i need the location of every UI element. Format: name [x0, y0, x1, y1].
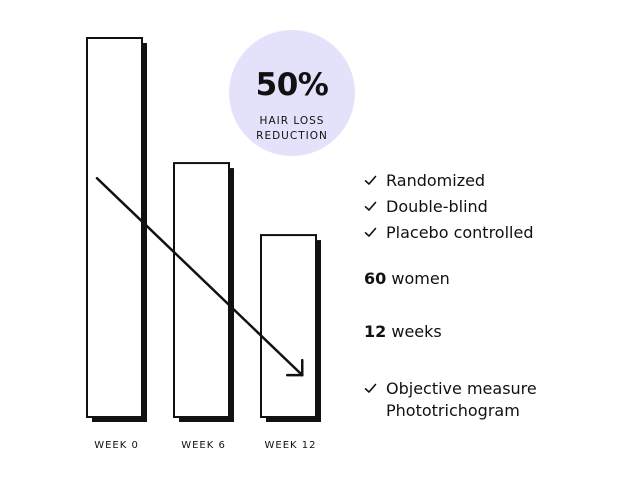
bar — [173, 162, 230, 418]
result-badge: 50% HAIR LOSS REDUCTION — [229, 30, 355, 156]
badge-value: 50% — [255, 67, 329, 103]
participants-unit: women — [391, 269, 450, 288]
fact-measure-method: Phototrichogram — [364, 400, 520, 422]
fact-placebo-controlled: Placebo controlled — [364, 222, 533, 244]
check-icon — [364, 382, 377, 395]
bar — [260, 234, 317, 418]
fact-label: Randomized — [386, 171, 486, 190]
x-tick-label: WEEK 6 — [181, 440, 226, 451]
duration-unit: weeks — [391, 322, 442, 341]
badge-label: HAIR LOSS REDUCTION — [256, 115, 328, 142]
fact-measure: Objective measure — [364, 378, 537, 400]
check-icon — [364, 226, 377, 239]
measure-line-2: Phototrichogram — [386, 401, 520, 420]
fact-duration: 12 weeks — [364, 321, 442, 343]
fact-label: Double-blind — [386, 197, 488, 216]
bar-chart: WEEK 0 WEEK 6 WEEK 12 — [86, 37, 321, 451]
arrow-icon — [95, 176, 304, 377]
x-tick-label: WEEK 0 — [94, 440, 139, 451]
fact-participants: 60 women — [364, 268, 450, 290]
x-tick-label: WEEK 12 — [265, 440, 317, 451]
fact-double-blind: Double-blind — [364, 196, 488, 218]
fact-label: Placebo controlled — [386, 223, 534, 242]
check-icon — [364, 174, 377, 187]
bar — [86, 37, 143, 418]
measure-line-1: Objective measure — [386, 379, 537, 398]
fact-randomized: Randomized — [364, 170, 485, 192]
duration-number: 12 — [364, 322, 387, 341]
check-icon — [364, 200, 377, 213]
participants-number: 60 — [364, 269, 387, 288]
